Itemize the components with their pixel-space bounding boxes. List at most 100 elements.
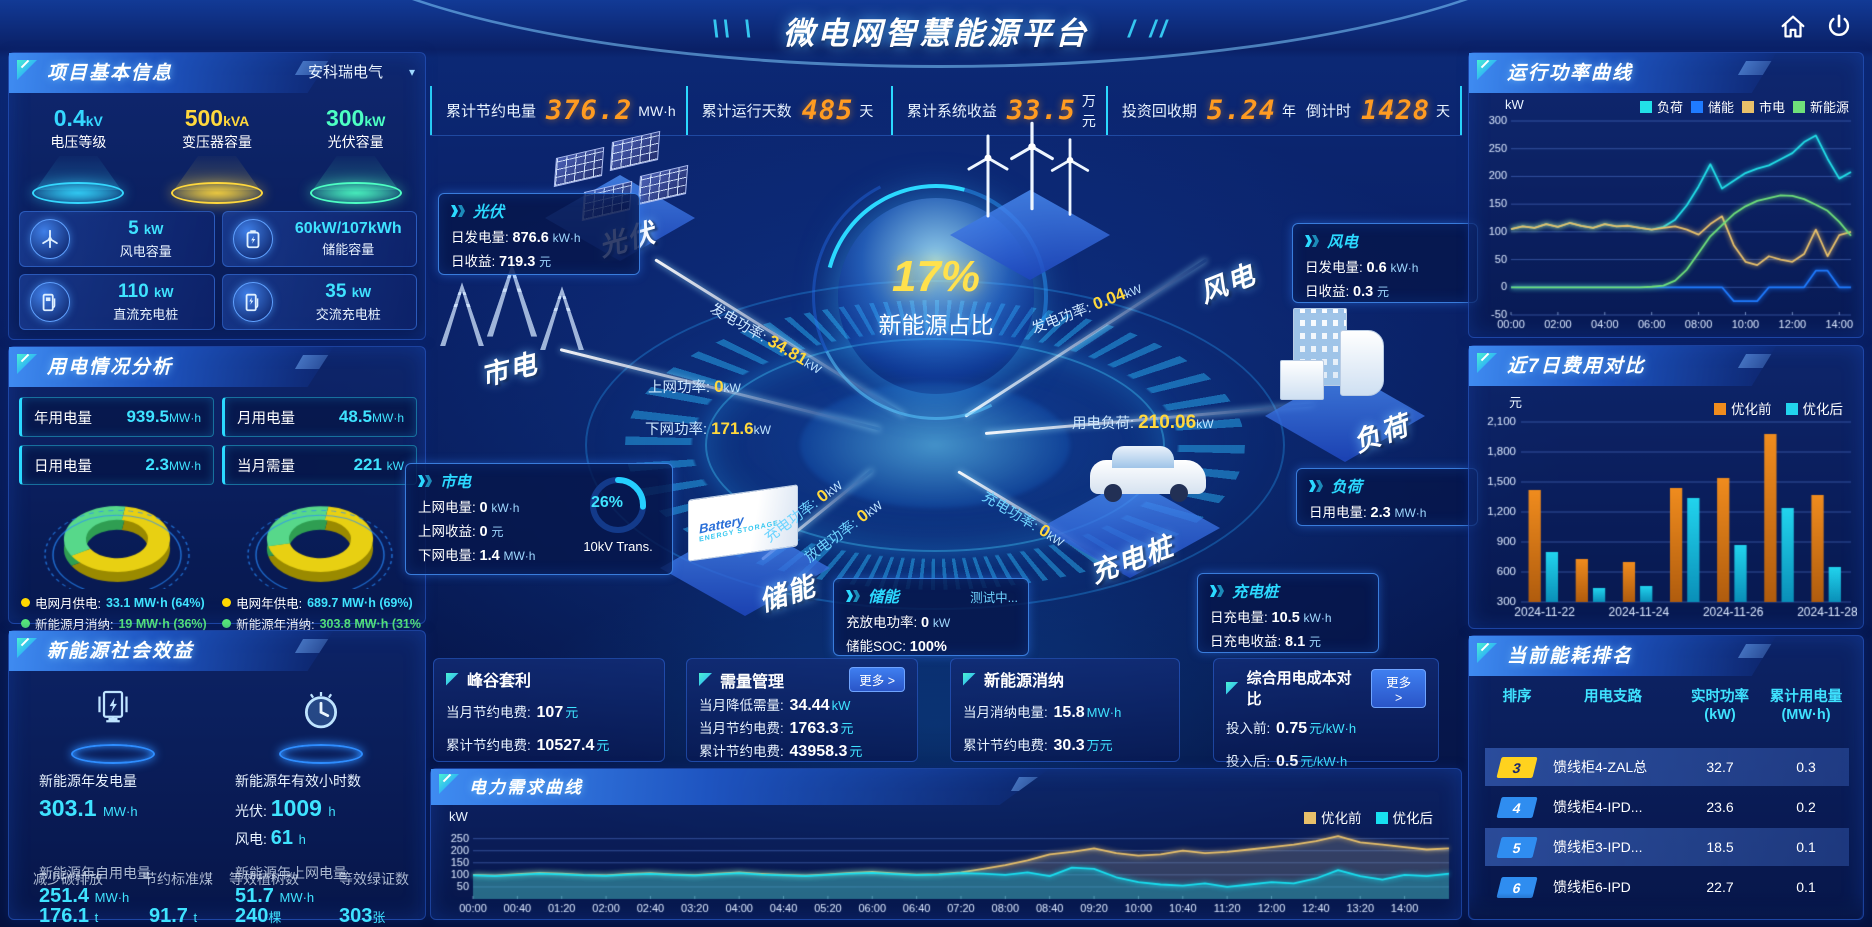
- stat-saved-energy: 累计节约电量 376.2 MW·h: [430, 86, 686, 135]
- benefits-title: 新能源社会效益: [47, 640, 195, 662]
- stat-run-days: 累计运行天数 485 天: [685, 86, 891, 135]
- clock-icon: [294, 692, 348, 741]
- benefits-header: 新能源社会效益: [9, 631, 334, 671]
- renewable-share-percent: 17%: [891, 252, 981, 301]
- electric-car: [1090, 446, 1206, 502]
- summary-stats-bar: 累计节约电量 376.2 MW·h 累计运行天数 485 天 累计系统收益 33…: [430, 86, 1462, 136]
- company-select-value: 安科瑞电气: [307, 64, 383, 81]
- run-power-title: 运行功率曲线: [1507, 62, 1634, 84]
- cost-compare-panel: 近7日费用对比 元 优化前 优化后: [1468, 345, 1864, 629]
- storage-status-badge: 测试中...: [970, 590, 1018, 605]
- chip-month-usage: 月用电量 48.5MW·h: [222, 397, 417, 437]
- power-icon[interactable]: [1824, 12, 1854, 42]
- company-select[interactable]: 安科瑞电气 ▾: [308, 61, 415, 82]
- wind-turbine-icon: [30, 219, 70, 259]
- table-row[interactable]: 5 馈线柜3-IPD... 18.5 0.1: [1485, 828, 1849, 866]
- grid-info-box: 市电 上网电量: 0 kW·h 上网收益: 0 元 下网电量: 1.4 MW·h…: [405, 463, 673, 575]
- page-title: 微电网智慧能源平台: [783, 16, 1089, 51]
- month-supply-donut-chart: [31, 493, 202, 589]
- pedestal-pv-capacity: 300kW 光伏容量: [296, 105, 416, 213]
- flow-feedin-power: 上网功率: 0kW: [648, 377, 741, 396]
- donut-legend: 电网月供电: 33.1 MW·h (64%) 电网年供电: 689.7 MW·h…: [21, 593, 421, 633]
- rank-badge: 5: [1496, 836, 1538, 858]
- chevron-right-icon: [418, 475, 432, 487]
- cost-compare-title: 近7日费用对比: [1507, 355, 1646, 377]
- chip-year-usage: 年用电量 939.5MW·h: [19, 397, 214, 437]
- table-bottom-fade: [1470, 893, 1862, 919]
- project-info-panel: 项目基本信息 安科瑞电气 ▾ 0.4kV 电压等级 500kVA 变压器容量 3…: [8, 52, 426, 340]
- title-decoration-right: / //: [1128, 16, 1171, 43]
- chevron-right-icon: [1309, 480, 1323, 492]
- wind-turbine: [958, 128, 1018, 229]
- chevron-right-icon: [451, 205, 465, 217]
- table-row[interactable]: 4 馈线柜4-IPD... 23.6 0.2: [1485, 788, 1849, 826]
- gauge-percent: 26%: [590, 494, 624, 511]
- demand-legend: 优化前 优化后: [1304, 807, 1433, 827]
- ranking-title: 当前能耗排名: [1507, 645, 1634, 667]
- load-building: [1340, 330, 1384, 396]
- table-row[interactable]: 3 馈线柜4-ZAL总 32.7 0.3: [1485, 748, 1849, 786]
- cost-legend: 优化前 优化后: [1714, 398, 1843, 418]
- ac-charger-icon: [232, 282, 273, 322]
- legend-dot: [222, 619, 232, 628]
- dc-charger-icon: [30, 282, 70, 322]
- chevron-down-icon: ▾: [408, 64, 415, 79]
- project-info-header: 项目基本信息: [9, 53, 334, 93]
- run-power-legend: 负荷 储能 市电 新能源: [1639, 97, 1849, 116]
- pv-info-box: 光伏 日发电量: 876.6 kW·h 日收益: 719.3 元: [438, 193, 640, 275]
- panel-corner-icon: [17, 354, 37, 374]
- capacity-card-storage: 60kW/107kWh 储能容量: [221, 211, 417, 267]
- storage-info-box: 储能 测试中... 充放电功率: 0 kW 储能SOC: 100%: [833, 578, 1029, 656]
- pedestal-voltage: 0.4kV 电压等级: [18, 105, 138, 213]
- year-supply-donut-chart: [234, 493, 405, 589]
- panel-corner-icon: [439, 774, 459, 794]
- run-power-header: 运行功率曲线: [1469, 53, 1777, 93]
- cost-compare-chart: [1477, 416, 1857, 622]
- demand-mgmt-more-button[interactable]: 更多 >: [849, 667, 905, 692]
- capacity-card-wind: 5 kW 风电容量: [19, 211, 215, 267]
- header-sweep-decoration: [280, 0, 1600, 68]
- kpi-demand-mgmt: 需量管理 更多 > 当月降低需量: 34.44 kW 当月节约电费: 1763.3…: [686, 658, 918, 762]
- cost-unit-label: 元: [1509, 395, 1523, 410]
- wind-turbine: [1000, 112, 1064, 225]
- stat-system-income: 累计系统收益 33.5 万元: [890, 86, 1106, 135]
- demand-curve-title: 电力需求曲线: [469, 777, 583, 797]
- kpi-peak-valley: 峰谷套利 当月节约电费: 107 元 累计节约电费: 10527.4 元: [433, 658, 665, 762]
- flow-draw-power: 下网功率: 171.6kW: [645, 419, 771, 438]
- kpi-corner-icon: [446, 672, 459, 686]
- panel-corner-icon: [1477, 643, 1497, 663]
- load-building: [1280, 360, 1324, 400]
- ranking-header: 当前能耗排名: [1469, 636, 1777, 676]
- panel-corner-icon: [17, 60, 37, 80]
- usage-analysis-panel: 用电情况分析 年用电量 939.5MW·h 月用电量 48.5MW·h 日用电量…: [8, 346, 426, 632]
- gauge-label: 10kV Trans.: [583, 539, 653, 554]
- transmission-tower: [540, 286, 584, 350]
- home-icon[interactable]: [1778, 12, 1808, 42]
- legend-dot: [21, 598, 30, 607]
- panel-corner-icon: [1477, 60, 1497, 80]
- battery-icon: [232, 219, 273, 259]
- kpi-renewable-absorb: 新能源消纳 当月消纳电量: 15.8 MW·h 累计节约电费: 30.3 万元: [950, 658, 1180, 762]
- run-power-unit-label: kW: [1505, 97, 1524, 112]
- pedestal-glow-base: [309, 182, 402, 204]
- grid-node-label: 市电: [477, 348, 542, 392]
- cost-compare-more-button[interactable]: 更多 >: [1371, 668, 1426, 708]
- capacity-card-dc-charger: 110 kW 直流充电桩: [19, 274, 215, 330]
- solar-panel: [553, 146, 605, 188]
- solar-panel-bolt-icon: [86, 690, 140, 741]
- chevron-right-icon: [1210, 585, 1224, 597]
- demand-curve-panel: 电力需求曲线 kW 优化前 优化后: [430, 768, 1462, 920]
- legend-dot: [21, 619, 30, 628]
- benefits-panel: 新能源社会效益 新能源年发电量 303.1 MW·h 新能源年有效小时数 光伏:…: [8, 630, 426, 927]
- chevron-right-icon: [1305, 235, 1319, 247]
- wind-info-box: 风电 日发电量: 0.6 kW·h 日收益: 0.3 元: [1292, 223, 1478, 303]
- kpi-corner-icon: [963, 672, 976, 686]
- table-row[interactable]: 6 馈线柜6-IPD 22.7 0.1: [1485, 868, 1849, 906]
- panel-corner-icon: [17, 638, 37, 658]
- pedestal-glow-base: [170, 182, 263, 204]
- stat-payback-period: 投资回收期 5.24 年 倒计时 1428 天: [1105, 86, 1462, 135]
- cost-compare-header: 近7日费用对比: [1469, 346, 1777, 386]
- legend-dot: [222, 598, 232, 607]
- title-decoration-left: \\ \: [712, 16, 755, 43]
